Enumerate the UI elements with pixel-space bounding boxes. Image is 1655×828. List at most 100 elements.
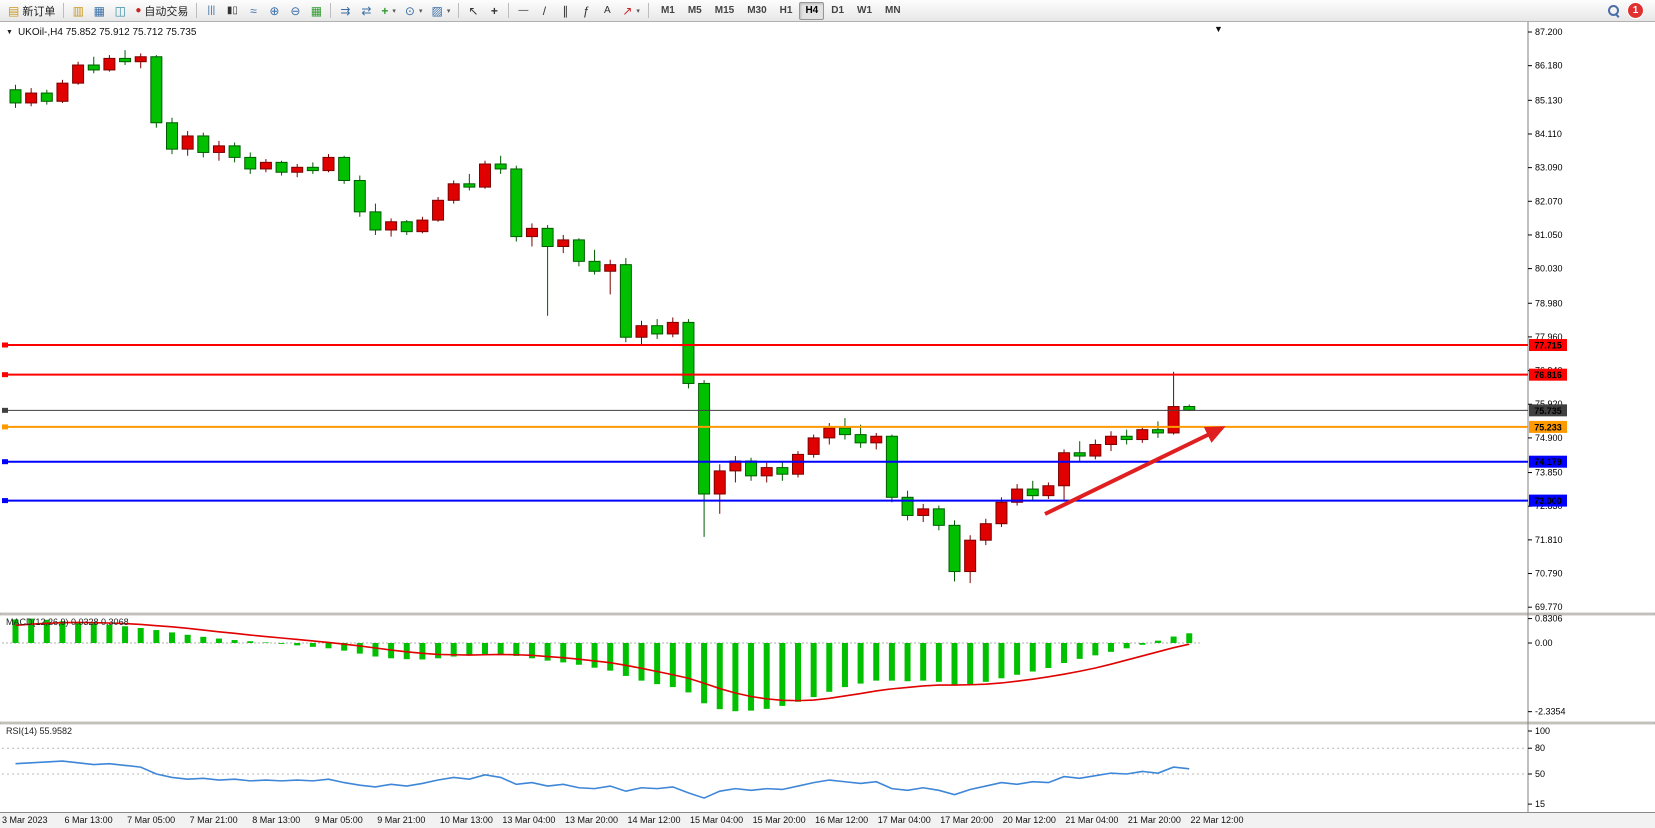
navigator-button[interactable]: ◫ bbox=[110, 1, 130, 21]
horizontal-lines-layer[interactable] bbox=[2, 342, 1528, 504]
svg-text:100: 100 bbox=[1535, 726, 1550, 736]
trendline-icon: / bbox=[542, 3, 547, 18]
tile-windows-button[interactable]: ▦ bbox=[306, 1, 326, 21]
time-label: 16 Mar 12:00 bbox=[815, 815, 869, 825]
periods-button[interactable]: ⊙ ▾ bbox=[401, 1, 427, 21]
timeframe-m5[interactable]: M5 bbox=[682, 2, 708, 20]
timeframe-d1[interactable]: D1 bbox=[825, 2, 850, 20]
market-watch-button[interactable]: ▥ bbox=[68, 1, 88, 21]
templates-button[interactable]: ▨ ▾ bbox=[428, 1, 455, 21]
toolbar-separator bbox=[508, 3, 510, 18]
zoom-in-button[interactable]: ⊕ bbox=[264, 1, 284, 21]
timeframe-h1[interactable]: H1 bbox=[774, 2, 799, 20]
timeframe-w1[interactable]: W1 bbox=[851, 2, 878, 20]
fibonacci-tool-button[interactable]: ƒ bbox=[576, 1, 596, 21]
cursor-tool-button[interactable]: ↖ bbox=[463, 1, 483, 21]
line-anchor-handle bbox=[2, 424, 8, 430]
svg-text:85.130: 85.130 bbox=[1535, 95, 1563, 105]
svg-text:78.980: 78.980 bbox=[1535, 298, 1563, 308]
time-axis[interactable]: 3 Mar 2023 6 Mar 13:00 7 Mar 05:00 7 Mar 21… bbox=[0, 812, 1655, 828]
charts-icon: ▦ bbox=[93, 3, 106, 18]
time-label: 9 Mar 05:00 bbox=[314, 815, 363, 825]
auto-trading-icon: ● bbox=[135, 4, 142, 16]
toolbar-separator bbox=[647, 3, 649, 18]
chart-canvas[interactable]: 87.200 86.180 85.130 84.110 83.090 82.070 81.0… bbox=[0, 22, 1655, 812]
time-label: 14 Mar 12:00 bbox=[627, 815, 681, 825]
line-chart-button[interactable]: ≈ bbox=[243, 1, 263, 21]
auto-trading-label: 自动交易 bbox=[144, 5, 189, 18]
svg-text:73.850: 73.850 bbox=[1535, 468, 1563, 478]
new-order-button[interactable]: ▤ 新订单 bbox=[4, 1, 59, 21]
arrows-tool-icon: ↗ bbox=[622, 3, 633, 18]
svg-text:15: 15 bbox=[1535, 799, 1545, 809]
svg-text:0.00: 0.00 bbox=[1535, 638, 1553, 648]
timeframe-m1[interactable]: M1 bbox=[655, 2, 681, 20]
new-order-label: 新订单 bbox=[22, 5, 56, 18]
indicators-icon: + bbox=[381, 3, 389, 18]
chevron-down-icon: ▾ bbox=[446, 7, 451, 15]
timeframe-mn[interactable]: MN bbox=[879, 2, 907, 20]
toolbar: ▤ 新订单 ▥ ▦ ◫ ● 自动交易 ||| ▮▯ ≈ ⊕ ⊖ ▦ ⇉ ⇄ + … bbox=[0, 0, 1655, 22]
macd-axis[interactable]: 0.8306 0.00 -2.3354 bbox=[1528, 614, 1566, 717]
fibonacci-icon: ƒ bbox=[583, 3, 590, 18]
time-label: 8 Mar 13:00 bbox=[252, 815, 301, 825]
market-watch-icon: ▥ bbox=[72, 3, 85, 18]
toolbar-separator bbox=[63, 3, 65, 18]
channel-tool-button[interactable]: ∥ bbox=[555, 1, 575, 21]
auto-trading-button[interactable]: ● 自动交易 bbox=[131, 1, 192, 21]
line-anchor-handle bbox=[2, 342, 8, 348]
svg-text:71.810: 71.810 bbox=[1535, 535, 1563, 545]
symbol-info: ▼ UKOil-,H4 75.852 75.912 75.712 75.735 bbox=[6, 27, 196, 38]
auto-scroll-button[interactable]: ⇉ bbox=[335, 1, 355, 21]
time-label: 22 Mar 12:00 bbox=[1190, 815, 1244, 825]
timeframe-h4[interactable]: H4 bbox=[799, 1, 825, 20]
rsi-line bbox=[15, 760, 1190, 799]
svg-text:75.735: 75.735 bbox=[1534, 406, 1562, 416]
periods-clock-icon: ⊙ bbox=[404, 3, 415, 18]
timeframe-m15[interactable]: M15 bbox=[709, 2, 740, 20]
chart-shift-button[interactable]: ⇄ bbox=[356, 1, 376, 21]
price-axis[interactable]: 87.200 86.180 85.130 84.110 83.090 82.070 81.0… bbox=[1528, 27, 1563, 612]
candlestick-chart-button[interactable]: ▮▯ bbox=[222, 1, 242, 21]
candlestick-chart-icon: ▮▯ bbox=[226, 4, 238, 16]
chart-shift-marker-icon[interactable]: ▼ bbox=[1214, 24, 1223, 34]
cursor-icon: ↖ bbox=[468, 3, 479, 18]
chart-window[interactable]: 87.200 86.180 85.130 84.110 83.090 82.070 81.0… bbox=[0, 22, 1655, 828]
toolbar-right-group: 1 bbox=[1607, 3, 1643, 18]
arrows-tool-button[interactable]: ↗ ▾ bbox=[618, 1, 644, 21]
trendline-tool-button[interactable]: / bbox=[534, 1, 554, 21]
zoom-in-icon: ⊕ bbox=[269, 3, 280, 18]
panel-splitter[interactable] bbox=[0, 721, 1655, 725]
crosshair-tool-button[interactable]: + bbox=[484, 1, 504, 21]
horizontal-line-tool-button[interactable]: — bbox=[513, 1, 533, 21]
navigator-icon: ◫ bbox=[114, 3, 127, 18]
rsi-axis[interactable]: 100 80 50 15 bbox=[1528, 726, 1550, 809]
svg-text:50: 50 bbox=[1535, 769, 1545, 779]
charts-button[interactable]: ▦ bbox=[89, 1, 109, 21]
notification-badge[interactable]: 1 bbox=[1628, 3, 1643, 18]
bar-chart-button[interactable]: ||| bbox=[201, 1, 221, 21]
text-tool-button[interactable]: A bbox=[597, 1, 617, 21]
time-label: 7 Mar 21:00 bbox=[189, 815, 238, 825]
zoom-out-button[interactable]: ⊖ bbox=[285, 1, 305, 21]
macd-label: MACD(12,26,9) 0.0328 0.3068 bbox=[6, 617, 129, 627]
svg-text:74.900: 74.900 bbox=[1535, 433, 1563, 443]
svg-text:76.816: 76.816 bbox=[1534, 370, 1562, 380]
svg-text:70.790: 70.790 bbox=[1535, 569, 1563, 579]
chevron-down-icon: ▾ bbox=[392, 7, 396, 15]
indicators-button[interactable]: + ▾ bbox=[377, 1, 400, 21]
collapse-triangle-icon[interactable]: ▼ bbox=[6, 29, 13, 36]
time-label: 13 Mar 20:00 bbox=[564, 815, 618, 825]
text-tool-icon: A bbox=[604, 4, 611, 16]
chevron-down-icon: ▾ bbox=[418, 7, 423, 15]
tile-windows-icon: ▦ bbox=[310, 3, 323, 18]
line-chart-icon: ≈ bbox=[250, 3, 257, 18]
timeframe-m30[interactable]: M30 bbox=[741, 2, 772, 20]
svg-text:0.8306: 0.8306 bbox=[1535, 614, 1563, 624]
toolbar-separator bbox=[196, 3, 198, 18]
time-label: 20 Mar 12:00 bbox=[1002, 815, 1056, 825]
trend-arrow[interactable] bbox=[1044, 426, 1226, 516]
candles-layer bbox=[9, 50, 1196, 584]
panel-splitter[interactable] bbox=[0, 612, 1655, 616]
search-icon[interactable] bbox=[1607, 4, 1620, 17]
